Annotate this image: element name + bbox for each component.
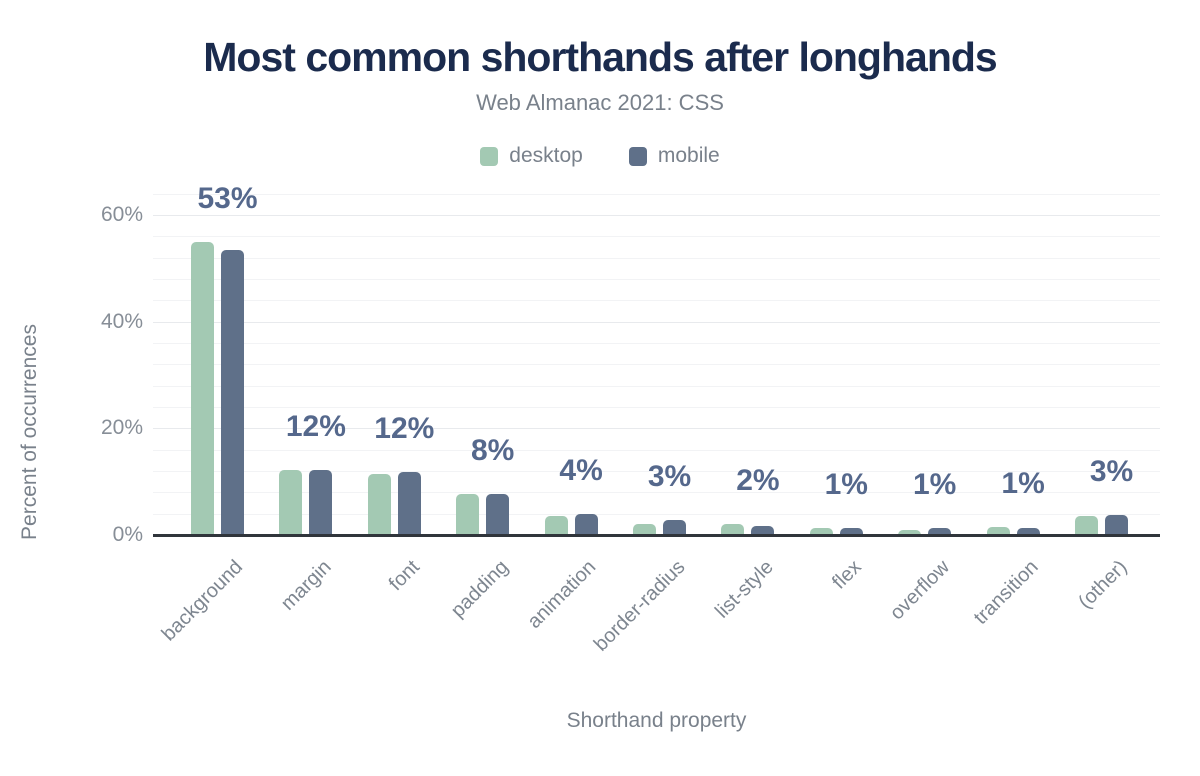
chart-title: Most common shorthands after longhands [203, 34, 997, 80]
bar-desktop-padding [456, 494, 480, 535]
bar-mobile-padding [486, 494, 510, 535]
gridline-minor [153, 236, 1160, 238]
bar-mobile-list-style [751, 526, 775, 535]
mobile-swatch-icon [628, 146, 647, 166]
legend-item-desktop: desktop [480, 144, 583, 168]
bar-desktop-transition [986, 527, 1010, 535]
x-category-label: transition [969, 556, 1043, 629]
bar-desktop-border-radius [633, 524, 656, 535]
bar-desktop-overflow [898, 530, 922, 535]
y-tick-label: 20% [100, 416, 143, 440]
gridline-minor [153, 193, 1160, 195]
gridline-minor [153, 364, 1160, 366]
x-category-label: list-style [710, 556, 778, 623]
bar-value-label: 8% [471, 434, 515, 468]
bar-desktop-flex [809, 528, 833, 535]
bar-mobile-overflow [928, 527, 952, 535]
gridline-major [153, 321, 1160, 323]
gridline-minor [153, 343, 1160, 344]
bar-value-label: 12% [374, 411, 435, 445]
x-axis-line [153, 534, 1160, 537]
bar-value-label: 4% [559, 454, 603, 488]
x-category-label: flex [828, 556, 866, 594]
x-category-label: (other) [1073, 556, 1132, 614]
bar-mobile-(other) [1105, 515, 1128, 535]
bar-desktop-(other) [1075, 516, 1098, 535]
x-category-label: animation [523, 556, 601, 633]
gridline-major [153, 215, 1160, 216]
gridline-minor [153, 279, 1160, 280]
bar-desktop-background [191, 242, 214, 535]
bar-desktop-animation [544, 515, 568, 535]
gridline-minor [153, 513, 1160, 515]
x-category-label: margin [276, 556, 336, 615]
bar-mobile-transition [1016, 527, 1040, 535]
x-category-label: padding [446, 556, 513, 622]
gridline-minor [153, 407, 1160, 408]
bar-value-label: 2% [736, 463, 780, 497]
gridline-minor [153, 257, 1160, 259]
legend-label-mobile: mobile [657, 144, 720, 167]
gridline-minor [153, 385, 1160, 387]
x-category-label: border-radius [589, 556, 690, 656]
legend-item-mobile: mobile [628, 144, 720, 168]
bar-mobile-font [397, 471, 421, 535]
bar-value-label: 53% [197, 182, 258, 216]
bar-value-label: 1% [913, 467, 957, 501]
bar-value-label: 12% [285, 409, 346, 443]
chart-subtitle: Web Almanac 2021: CSS [476, 90, 724, 115]
desktop-swatch-icon [480, 146, 499, 166]
y-tick-label: 60% [100, 203, 143, 226]
bar-desktop-margin [279, 470, 303, 535]
y-tick-label: 40% [100, 309, 143, 333]
gridline-major [153, 428, 1160, 430]
x-category-label: overflow [886, 556, 955, 625]
bar-value-label: 3% [1089, 455, 1134, 489]
gridline-minor [153, 492, 1160, 494]
x-axis-title: Shorthand property [566, 709, 747, 732]
x-category-label: font [384, 556, 424, 596]
bar-mobile-margin [309, 469, 333, 535]
bar-value-label: 1% [1001, 467, 1045, 500]
bar-mobile-background [221, 250, 244, 535]
bar-desktop-list-style [721, 523, 745, 535]
bar-mobile-animation [574, 514, 598, 535]
x-category-label: background [157, 556, 248, 646]
gridline-minor [153, 449, 1160, 451]
gridline-minor [153, 300, 1160, 302]
bar-desktop-font [367, 474, 391, 535]
bar-value-label: 3% [647, 460, 692, 494]
legend-label-desktop: desktop [509, 144, 583, 167]
bar-mobile-flex [839, 527, 863, 535]
y-tick-label: 0% [112, 523, 143, 546]
gridline-minor [153, 471, 1160, 472]
legend: desktop mobile [0, 144, 1200, 168]
bar-value-label: 1% [824, 467, 868, 501]
bar-mobile-border-radius [663, 520, 686, 535]
